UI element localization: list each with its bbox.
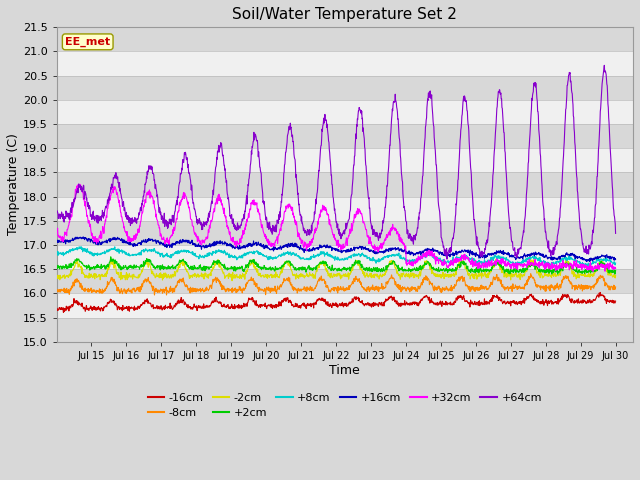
Bar <box>56 124 633 148</box>
Bar <box>56 51 633 76</box>
Bar <box>56 172 633 197</box>
Y-axis label: Temperature (C): Temperature (C) <box>7 133 20 236</box>
Bar <box>56 148 633 172</box>
Bar <box>56 27 633 51</box>
Title: Soil/Water Temperature Set 2: Soil/Water Temperature Set 2 <box>232 7 457 22</box>
Bar <box>56 293 633 318</box>
Bar <box>56 245 633 269</box>
Legend: -16cm, -8cm, -2cm, +2cm, +8cm, +16cm, +32cm, +64cm: -16cm, -8cm, -2cm, +2cm, +8cm, +16cm, +3… <box>143 388 547 423</box>
Bar <box>56 76 633 100</box>
Bar <box>56 318 633 342</box>
Text: EE_met: EE_met <box>65 36 110 47</box>
Bar <box>56 269 633 293</box>
X-axis label: Time: Time <box>330 364 360 377</box>
Bar <box>56 197 633 221</box>
Bar <box>56 100 633 124</box>
Bar <box>56 221 633 245</box>
